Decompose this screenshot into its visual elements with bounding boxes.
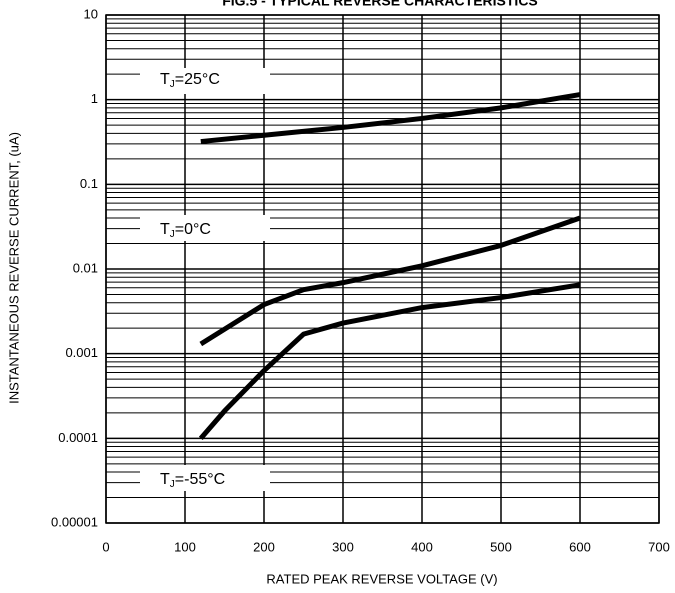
annotation-main: T <box>160 71 170 88</box>
annotation-box <box>140 465 270 491</box>
x-tick-label: 400 <box>411 539 433 554</box>
y-tick-label: 0.1 <box>80 176 98 191</box>
x-tick-label: 200 <box>253 539 275 554</box>
x-tick-label: 500 <box>490 539 512 554</box>
annotation-sub: J <box>170 479 175 490</box>
y-tick-label: 0.001 <box>65 345 98 360</box>
x-axis-label: RATED PEAK REVERSE VOLTAGE (V) <box>266 571 497 586</box>
annotation-sub: J <box>170 229 175 240</box>
annotation-rest: =25°C <box>175 71 220 88</box>
y-tick-label: 10 <box>84 6 98 21</box>
y-tick-label: 0.01 <box>73 260 98 275</box>
x-tick-label: 100 <box>174 539 196 554</box>
chart-title: FIG.5 - TYPICAL REVERSE CHARACTERISTICS <box>222 0 538 9</box>
plot-frame <box>105 14 660 524</box>
annotation: TJ=-55°C <box>160 471 225 489</box>
series-line <box>200 92 581 145</box>
annotation-box <box>140 68 270 94</box>
annotation: TJ=0°C <box>160 221 211 239</box>
series-line <box>198 282 581 440</box>
x-tick-label: 300 <box>332 539 354 554</box>
annotation-main: T <box>160 221 170 238</box>
x-tick-label: 600 <box>569 539 591 554</box>
annotation-sub: J <box>170 79 175 90</box>
y-tick-label: 0.00001 <box>51 514 98 529</box>
y-axis-label: INSTANTANEOUS REVERSE CURRENT, (uA) <box>6 132 21 404</box>
annotation-rest: =0°C <box>175 221 211 238</box>
annotation-rest: =-55°C <box>175 471 225 488</box>
y-tick-label: 1 <box>91 91 98 106</box>
annotation: TJ=25°C <box>160 71 220 89</box>
x-tick-label: 700 <box>648 539 670 554</box>
series-line <box>199 215 581 347</box>
annotation-main: T <box>160 471 170 488</box>
annotation-box <box>140 215 270 241</box>
y-tick-label: 0.0001 <box>58 430 98 445</box>
x-tick-label: 0 <box>102 539 109 554</box>
